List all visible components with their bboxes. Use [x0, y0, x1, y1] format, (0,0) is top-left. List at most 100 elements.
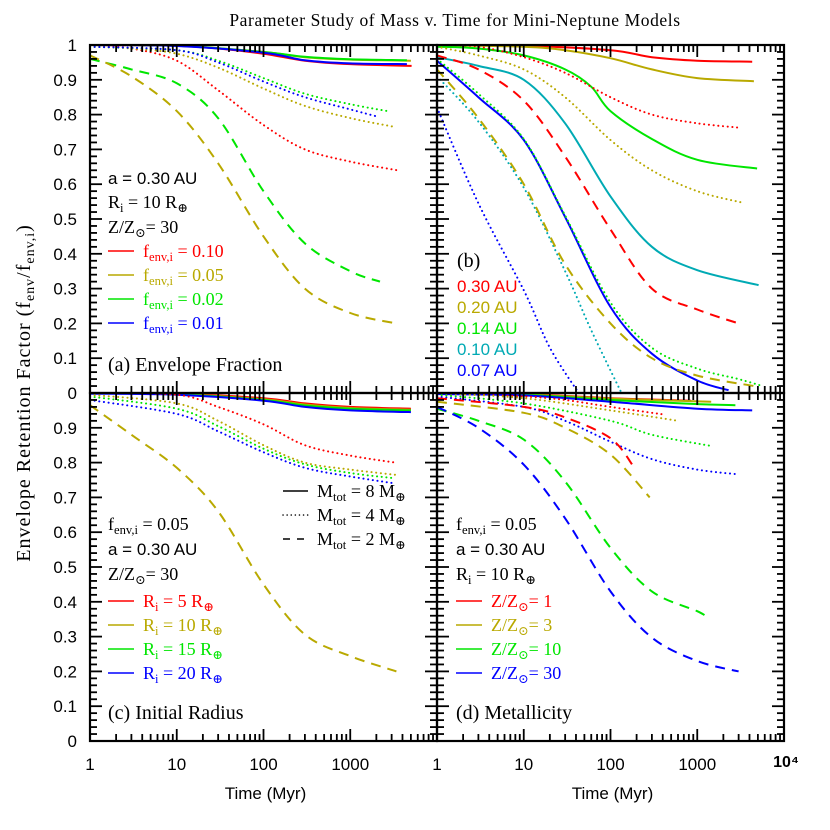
series-line-green-dotted [90, 395, 397, 480]
y-tick-label: 0.3 [53, 280, 77, 299]
text-part: = 10 R [159, 615, 213, 635]
figure-title: Parameter Study of Mass v. Time for Mini… [229, 10, 680, 30]
text-part: = 3 [529, 615, 553, 635]
legend-label: Ri = 10 R⊕ [143, 615, 223, 638]
text-part: = 0.05 [486, 514, 537, 534]
x-tick-label: 100 [596, 755, 624, 774]
series-line-blue-dashed [437, 406, 739, 673]
panel-annotation: Z/Z⊙= 30 [108, 217, 178, 240]
legend-entry: 0.30 AU [457, 277, 518, 296]
text-part: = 4 M [346, 505, 395, 525]
text-part: 0.10 AU [457, 340, 518, 359]
y-tick-label: 0.2 [53, 662, 77, 681]
y-tick-label: 0 [68, 384, 77, 403]
panel-frame [88, 43, 439, 395]
series-line-blue-dotted [437, 106, 580, 393]
text-part: = 0.05 [138, 514, 189, 534]
series-line-blue-dotted [90, 45, 378, 118]
subscript-text: ⊕ [177, 201, 188, 215]
panel-b: (b) 0.30 AU 0.20 AU 0.14 AU 0.10 AU 0.07 AU [435, 43, 786, 395]
subscript-text: ⊕ [525, 573, 536, 587]
series-line-red-dotted [437, 45, 739, 129]
text-part: = 1 [529, 591, 553, 611]
legend-entry: fenv,i = 0.02 [108, 289, 224, 312]
series-line-blue-solid [437, 59, 729, 392]
legend-label: 0.07 AU [457, 361, 518, 380]
text-part: ) [13, 224, 35, 232]
text-part: R [143, 591, 155, 611]
text-part: R [143, 615, 155, 635]
text-part: = 15 R [159, 639, 213, 659]
panel-a: 1 0.9 0.8 0.7 0.6 0.5 0.4 0.3 0.2 0.1 0 a = 0.30 AU… [53, 36, 439, 403]
legend-entry: fenv,i = 0.01 [108, 313, 224, 336]
legend-label: 0.14 AU [457, 319, 518, 338]
x-tick-label: 10 [167, 755, 186, 774]
text-part: 0.20 AU [457, 298, 518, 317]
subscript-text: env [23, 278, 38, 301]
series-line-green-dashed [90, 57, 381, 283]
text-part: = 30 [146, 217, 179, 237]
legend-label: Mtot = 4 M⊕ [317, 505, 406, 528]
legend-label: Ri = 15 R⊕ [143, 639, 223, 662]
text-part: R [143, 639, 155, 659]
panel-annotation: Ri = 10 R⊕ [108, 192, 188, 215]
subscript-text: ⊙ [518, 624, 529, 638]
x-axis-label: Time (Myr) [225, 784, 307, 803]
text-part: R [143, 663, 155, 683]
subscript-text: ⊕ [212, 648, 223, 662]
panel-annotation: (c) Initial Radius [108, 702, 244, 724]
subscript-text: env,i [114, 523, 139, 537]
text-part: = 30 [146, 564, 179, 584]
subscript-text: ⊙ [135, 226, 146, 240]
series-line-red-dotted [90, 45, 399, 172]
y-tick-label: 0.7 [53, 488, 77, 507]
panel-annotation: (d) Metallicity [456, 702, 572, 724]
legend-entry: Z/Z⊙= 10 [456, 639, 561, 662]
subscript-text: i [155, 672, 159, 686]
legend-label: 0.30 AU [457, 277, 518, 296]
subscript-text: ⊕ [395, 538, 406, 552]
series-line-blue-dotted [437, 395, 740, 476]
legend-label: Z/Z⊙= 30 [491, 663, 561, 686]
y-tick-label: 0.5 [53, 558, 77, 577]
subscript-text: i [155, 624, 159, 638]
series-line-cyan-dotted [437, 75, 623, 393]
subscript-text: env,i [149, 250, 174, 264]
panel-annotation: fenv,i = 0.05 [456, 514, 537, 537]
panel-annotation: Ri = 10 R⊕ [456, 564, 536, 587]
y-tick-label: 0.8 [53, 454, 77, 473]
legend-label: fenv,i = 0.05 [143, 265, 224, 288]
y-tick-label: 0 [68, 732, 77, 751]
panel-annotation: a = 0.30 AU [108, 540, 197, 559]
series-line-green-dotted [437, 57, 762, 387]
x-tick-label: 1 [432, 755, 441, 774]
subscript-text: i [120, 201, 124, 215]
text-part: = 0.05 [173, 265, 224, 285]
x-tick-label: 100 [249, 755, 277, 774]
text-part: M [317, 529, 333, 549]
legend-label: Mtot = 8 M⊕ [317, 481, 406, 504]
y-tick-label: 1 [68, 36, 77, 55]
subscript-text: i [468, 573, 472, 587]
legend-label: Mtot = 2 M⊕ [317, 529, 406, 552]
legend-label: 0.20 AU [457, 298, 518, 317]
text-part: 0.30 AU [457, 277, 518, 296]
text-part: Z/Z [491, 591, 518, 611]
legend-label: Z/Z⊙= 1 [491, 591, 552, 614]
subscript-text: tot [333, 490, 347, 504]
legend-label: fenv,i = 0.02 [143, 289, 224, 312]
series-line-green-dashed [437, 407, 709, 619]
text-part: = 10 [529, 639, 562, 659]
text-part: (a) Envelope Fraction [108, 354, 282, 376]
subscript-text: env,i [149, 274, 174, 288]
legend-label: 0.10 AU [457, 340, 518, 359]
legend-entry: Ri = 5 R⊕ [108, 591, 214, 614]
text-part: f [143, 241, 149, 261]
series-line-gold-dotted [90, 393, 397, 476]
y-tick-label: 0.9 [53, 71, 77, 90]
text-part: f [456, 514, 462, 534]
subscript-text: tot [333, 538, 347, 552]
legend-label: Ri = 5 R⊕ [143, 591, 214, 614]
